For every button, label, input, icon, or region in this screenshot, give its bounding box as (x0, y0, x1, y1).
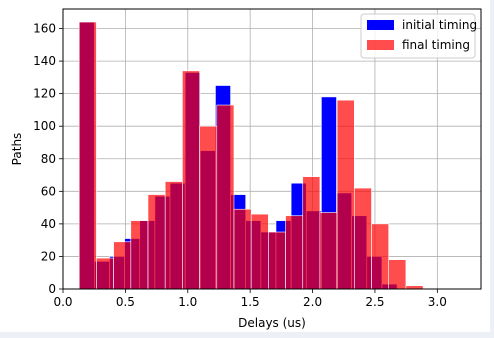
x-tick-label: 2.0 (303, 295, 322, 309)
x-tick-label: 1.5 (241, 295, 260, 309)
histogram-bar (319, 212, 338, 290)
legend-label-initial-timing: initial timing (402, 18, 477, 32)
y-tick-label: 160 (33, 22, 56, 36)
legend-swatch-final-timing (367, 40, 394, 50)
histogram-bar (216, 104, 235, 290)
bars-layer (78, 21, 424, 290)
y-tick-label: 60 (41, 184, 56, 198)
x-tick-label: 1.0 (178, 295, 197, 309)
y-tick-label: 0 (48, 282, 56, 296)
legend-swatch-initial-timing (367, 20, 394, 30)
histogram-bar (302, 176, 321, 290)
histogram-bar (250, 213, 269, 290)
legend: initial timing final timing (360, 13, 477, 59)
histogram-bar (96, 257, 114, 290)
y-axis-label: Paths (10, 133, 24, 166)
histogram-bar (78, 21, 97, 290)
y-tick-label: 140 (33, 54, 56, 68)
histogram-bar (147, 194, 166, 290)
y-tick-label: 20 (41, 249, 56, 263)
series-final-timing (78, 21, 424, 290)
x-tick-label: 0.0 (53, 295, 72, 309)
x-tick-label: 2.5 (365, 295, 384, 309)
legend-label-final-timing: final timing (402, 38, 470, 52)
histogram-bar (113, 241, 132, 290)
histogram-bar (388, 259, 407, 290)
histogram-bar (371, 223, 390, 290)
histogram-bar (164, 181, 183, 290)
histogram-bar (354, 187, 372, 290)
chart-canvas: 0.0 0.5 1.0 1.5 2.0 2.5 3.0 0 20 40 60 80 100 120 140 1… (0, 0, 490, 332)
y-tick-label: 40 (41, 217, 56, 231)
histogram-bar (285, 215, 304, 290)
x-tick-label: 3.0 (428, 295, 447, 309)
histogram-bar (130, 220, 149, 290)
histogram-bar (268, 231, 286, 290)
histogram-bar (336, 99, 355, 290)
plot-frame (62, 8, 482, 290)
histogram-bar (182, 70, 200, 290)
histogram-bar (233, 208, 252, 290)
x-tick-label: 0.5 (116, 295, 135, 309)
y-tick-label: 120 (33, 87, 56, 101)
x-axis-label: Delays (us) (238, 316, 306, 330)
axes-layer: 0.0 0.5 1.0 1.5 2.0 2.5 3.0 0 20 40 60 80 100 120 140 1… (33, 22, 447, 309)
histogram-bar (199, 125, 218, 290)
histogram-chart: 0.0 0.5 1.0 1.5 2.0 2.5 3.0 0 20 40 60 80 100 120 140 1… (10, 8, 482, 330)
y-tick-label: 80 (41, 152, 56, 166)
y-tick-label: 100 (33, 119, 56, 133)
